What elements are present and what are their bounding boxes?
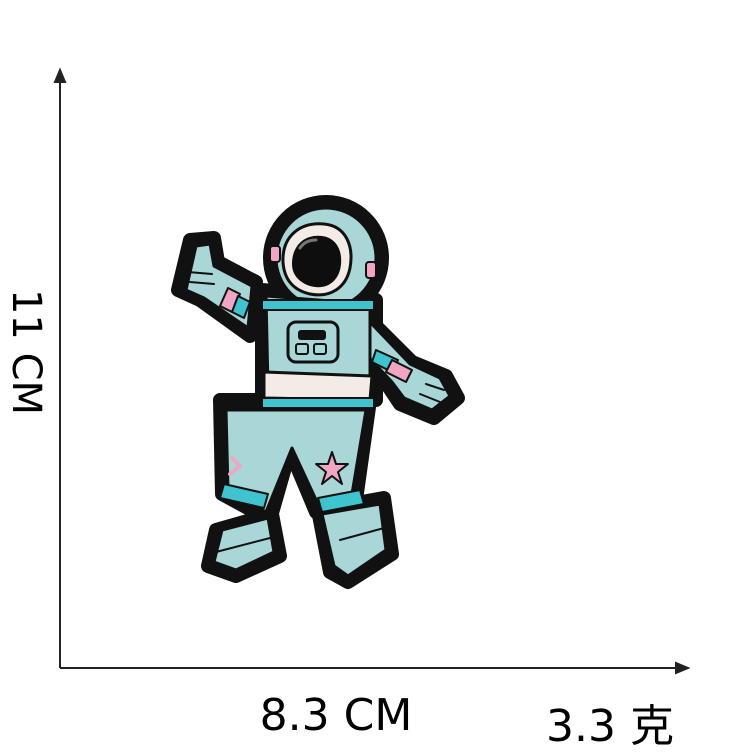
torso <box>261 294 375 409</box>
vertical-axis-arrow <box>53 67 67 83</box>
horizontal-axis-arrow <box>675 661 691 675</box>
weight-label: 3.3 克 <box>546 701 674 752</box>
helmet <box>269 206 378 310</box>
left-arm <box>184 233 254 330</box>
width-dimension-label: 8.3 CM <box>259 690 413 741</box>
astronaut-patch-illustration <box>171 195 465 589</box>
measurement-axes <box>53 67 691 675</box>
boots <box>212 502 388 578</box>
legs <box>219 408 368 514</box>
height-dimension-label: 11 CM <box>3 288 49 416</box>
